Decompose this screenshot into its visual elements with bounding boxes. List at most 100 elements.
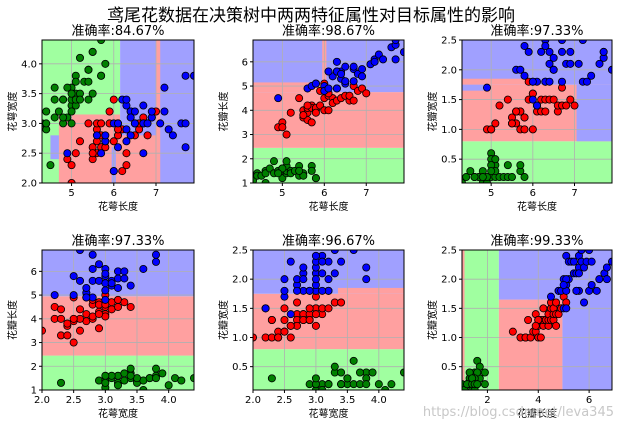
- data-point-blue: [181, 71, 190, 80]
- data-point-red: [267, 315, 276, 324]
- data-point-blue: [583, 77, 592, 86]
- data-point-green: [480, 380, 489, 389]
- plot-area: [253, 40, 404, 183]
- x-tick-label: 2.0: [34, 395, 50, 406]
- data-point-blue: [126, 131, 135, 140]
- decision-region-blue: [576, 84, 612, 142]
- data-point-blue: [88, 250, 97, 259]
- data-point-blue: [147, 107, 156, 116]
- data-point-blue: [349, 77, 358, 86]
- y-tick-label: 2: [242, 154, 248, 165]
- subplot-title: 准确率:84.67%: [72, 23, 165, 39]
- data-point-blue: [549, 53, 558, 62]
- data-point-blue: [572, 286, 581, 295]
- data-point-red: [552, 321, 561, 330]
- x-tick-label: 6: [111, 188, 117, 199]
- data-point-blue: [587, 280, 596, 289]
- data-point-red: [536, 333, 545, 342]
- data-point-red: [552, 298, 561, 307]
- data-point-blue: [120, 267, 129, 276]
- data-point-red: [76, 326, 85, 335]
- data-point-blue: [311, 251, 320, 260]
- data-point-blue: [520, 41, 529, 50]
- data-point-blue: [574, 269, 583, 278]
- decision-region-red: [253, 293, 404, 350]
- data-point-blue: [595, 275, 604, 284]
- x-axis-label: 花萼长度: [309, 200, 349, 213]
- data-point-green: [269, 157, 278, 166]
- decision-region-green: [253, 147, 404, 183]
- y-tick-label: 2.0: [441, 275, 457, 286]
- data-point-red: [512, 107, 521, 116]
- data-point-green: [330, 362, 339, 371]
- data-point-blue: [130, 119, 139, 128]
- data-point-green: [516, 161, 525, 170]
- y-tick-label: 6: [242, 57, 248, 68]
- data-point-blue: [122, 137, 131, 146]
- data-point-blue: [545, 47, 554, 56]
- data-point-blue: [293, 286, 302, 295]
- data-point-red: [305, 315, 314, 324]
- data-point-green: [307, 166, 316, 175]
- data-point-red: [303, 101, 312, 110]
- data-point-red: [280, 315, 289, 324]
- data-point-green: [151, 374, 160, 383]
- data-point-blue: [101, 295, 110, 304]
- data-point-blue: [92, 131, 101, 140]
- data-point-blue: [362, 263, 371, 272]
- y-tick-label: 2.0: [232, 275, 248, 286]
- data-point-blue: [587, 71, 596, 80]
- x-tick-label: 2: [484, 395, 490, 406]
- data-point-red: [324, 106, 333, 115]
- plot-area: [42, 40, 194, 183]
- data-point-green: [177, 376, 186, 385]
- data-point-red: [63, 331, 72, 340]
- data-point-blue: [299, 275, 308, 284]
- data-point-blue: [545, 77, 554, 86]
- data-point-red: [57, 305, 66, 314]
- y-tick-label: 1.0: [232, 333, 248, 344]
- data-point-red: [570, 101, 579, 110]
- data-point-red: [274, 333, 283, 342]
- x-tick-label: 3.0: [308, 395, 324, 406]
- data-point-blue: [50, 291, 59, 300]
- y-tick-label: 3: [242, 130, 248, 141]
- data-point-blue: [76, 276, 85, 285]
- data-point-green: [295, 166, 304, 175]
- data-point-red: [122, 149, 131, 158]
- data-point-blue: [122, 125, 131, 134]
- subplot-title: 准确率:97.33%: [72, 233, 165, 249]
- data-point-green: [158, 369, 167, 378]
- data-point-green: [507, 173, 516, 182]
- data-point-green: [349, 356, 358, 365]
- data-point-green: [84, 95, 93, 104]
- data-point-blue: [181, 143, 190, 152]
- subplot-title: 准确率:98.67%: [282, 23, 375, 39]
- data-point-blue: [82, 283, 91, 292]
- x-tick-label: 4.0: [161, 395, 177, 406]
- data-point-red: [57, 314, 66, 323]
- data-point-blue: [574, 59, 583, 68]
- data-point-blue: [349, 62, 358, 71]
- data-point-green: [267, 374, 276, 383]
- data-point-blue: [602, 263, 611, 272]
- data-point-blue: [358, 72, 367, 81]
- decision-region-red: [337, 287, 404, 294]
- decision-region-blue: [462, 84, 485, 91]
- x-tick-label: 5: [488, 188, 494, 199]
- axes-frame: [461, 39, 613, 184]
- y-tick-label: 4: [31, 314, 37, 325]
- data-point-blue: [311, 79, 320, 88]
- data-point-red: [507, 119, 516, 128]
- data-point-blue: [528, 95, 537, 104]
- plot-area: [462, 40, 612, 183]
- data-point-red: [69, 338, 78, 347]
- data-point-green: [57, 378, 66, 387]
- y-tick-label: 2.5: [441, 36, 457, 47]
- data-point-red: [487, 125, 496, 134]
- data-point-blue: [63, 149, 72, 158]
- data-point-green: [101, 59, 110, 68]
- data-point-green: [466, 167, 475, 176]
